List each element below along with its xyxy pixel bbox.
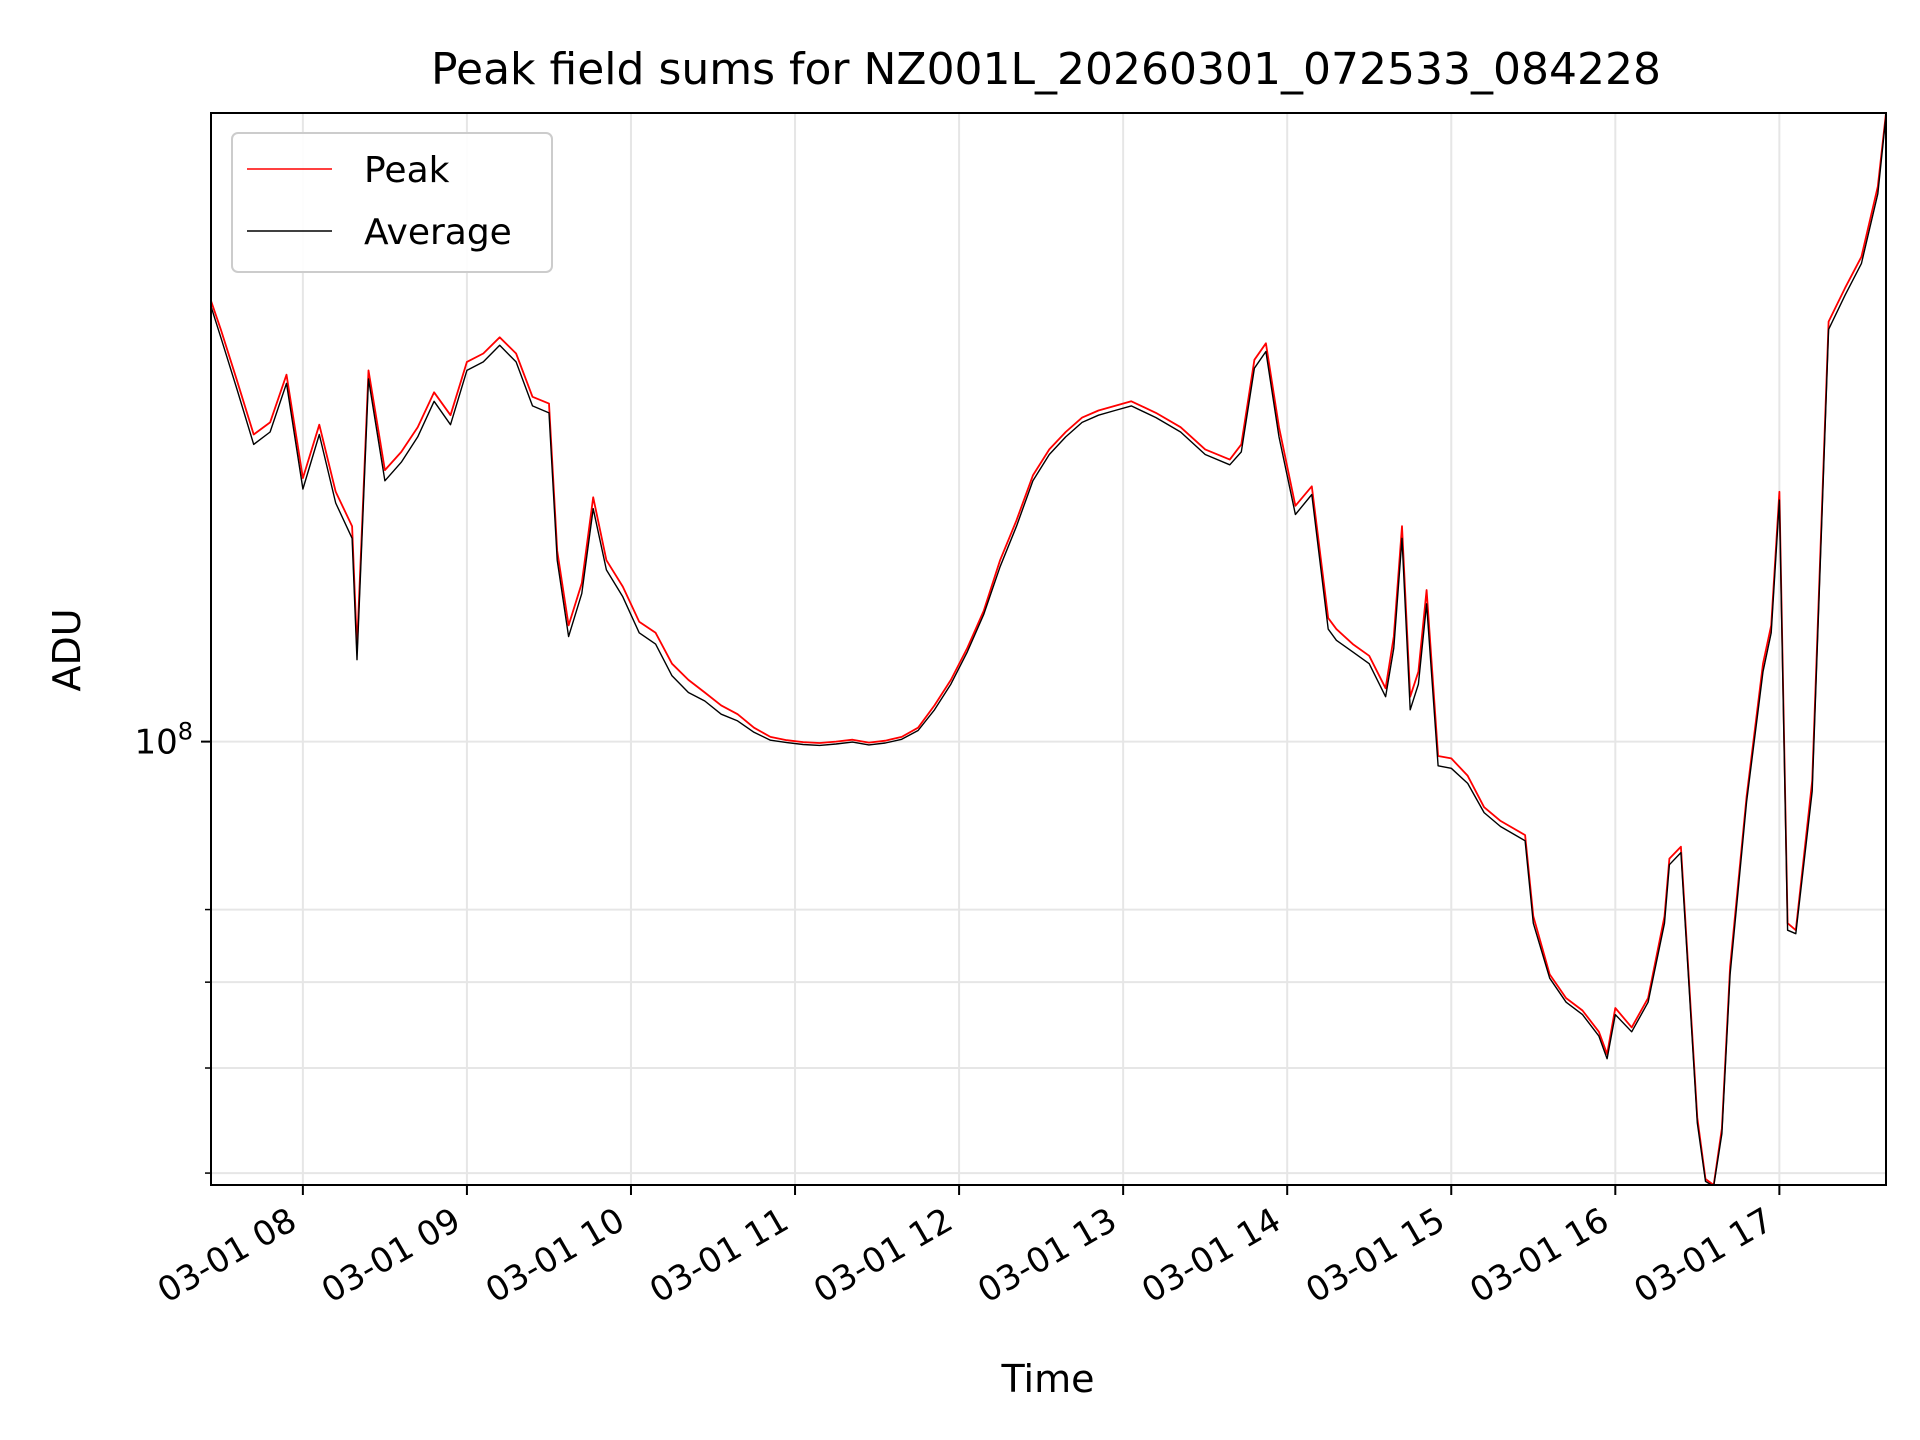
legend-label-average: Average bbox=[364, 212, 512, 253]
grid-lines bbox=[211, 113, 1886, 1185]
legend-box bbox=[231, 132, 553, 273]
series-line-average bbox=[211, 115, 1886, 1185]
y-tick-label: 108 bbox=[134, 718, 193, 763]
plot-frame bbox=[210, 112, 1887, 1186]
chart-title: Peak field sums for NZ001L_20260301_0725… bbox=[431, 44, 1661, 95]
legend: Peak Average bbox=[231, 132, 553, 273]
y-axis-label: ADU bbox=[45, 608, 89, 691]
series-lines bbox=[211, 113, 1886, 1185]
x-axis-label: Time bbox=[1001, 1357, 1095, 1401]
legend-label-peak: Peak bbox=[364, 150, 450, 191]
